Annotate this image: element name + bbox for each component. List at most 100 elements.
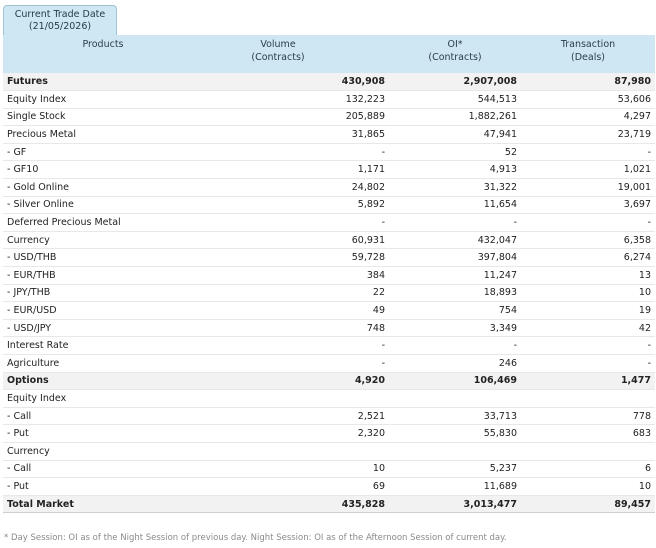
- cell-transaction: 6: [521, 460, 655, 479]
- table-row: Agriculture -246-: [3, 354, 655, 373]
- cell-oi: 2,907,008: [389, 73, 521, 92]
- cell-volume: 748: [203, 319, 389, 338]
- cell-product: - USD/THB: [3, 248, 203, 268]
- cell-oi: 397,804: [389, 248, 521, 268]
- cell-oi: -: [389, 213, 521, 232]
- cell-oi: 52: [389, 143, 521, 162]
- cell-volume: 205,889: [203, 108, 389, 127]
- cell-product: Single Stock: [3, 108, 203, 127]
- header-volume-label: Volume: [260, 39, 296, 50]
- table-row: - GF10 1,171 4,913 1,021: [3, 160, 655, 180]
- cell-transaction: 1,477: [521, 372, 655, 391]
- cell-product: Total Market: [3, 495, 203, 514]
- table-body: Futures 430,908 2,907,008 87,980 Equity Inde…: [3, 73, 655, 514]
- cell-product: Currency: [3, 231, 203, 250]
- cell-volume: 60,931: [203, 231, 389, 250]
- cell-volume: 24,802: [203, 178, 389, 197]
- cell-oi: 1,882,261: [389, 108, 521, 127]
- cell-oi: 47,941: [389, 125, 521, 144]
- cell-transaction: 19: [521, 301, 655, 320]
- cell-volume: 10: [203, 460, 389, 479]
- cell-transaction: 13: [521, 266, 655, 285]
- table-row: Equity Index 132,223 544,513 53,606: [3, 90, 655, 109]
- cell-transaction: 23,719: [521, 125, 655, 144]
- cell-transaction: 683: [521, 424, 655, 443]
- header-oi: OI* (Contracts): [389, 35, 521, 73]
- cell-volume: 2,320: [203, 424, 389, 443]
- cell-oi: 246: [389, 354, 521, 373]
- cell-transaction: 3,697: [521, 196, 655, 215]
- header-products-label: Products: [82, 39, 124, 50]
- cell-oi: 55,830: [389, 424, 521, 443]
- cell-transaction: 10: [521, 477, 655, 496]
- cell-oi: 3,349: [389, 319, 521, 338]
- cell-transaction: 6,274: [521, 248, 655, 268]
- table-row: - USD/JPY 748 3,349 42: [3, 319, 655, 338]
- cell-volume: -: [203, 143, 389, 162]
- cell-transaction: 10: [521, 284, 655, 303]
- table-row: - Call 2,521 33,713 778: [3, 407, 655, 426]
- header-transaction: Transaction (Deals): [521, 35, 655, 73]
- table-row: - USD/THB 59,728 397,804 6,274: [3, 248, 655, 268]
- cell-product: Futures: [3, 73, 203, 92]
- cell-oi: 11,654: [389, 196, 521, 215]
- cell-product: - GF: [3, 143, 203, 162]
- table-row: - EUR/USD 49 754 19: [3, 301, 655, 320]
- cell-product: Interest Rate: [3, 336, 203, 355]
- cell-volume: 5,892: [203, 196, 389, 215]
- cell-oi: 31,322: [389, 178, 521, 197]
- cell-oi: 18,893: [389, 284, 521, 303]
- table-row: - Put 69 11,689 10: [3, 477, 655, 496]
- cell-transaction: -: [521, 354, 655, 373]
- cell-volume: 59,728: [203, 248, 389, 268]
- cell-volume: [203, 389, 389, 408]
- header-oi-unit: (Contracts): [428, 52, 482, 63]
- table-row: Futures 430,908 2,907,008 87,980: [3, 73, 655, 92]
- tab-current-trade-date[interactable]: Current Trade Date (21/05/2026): [3, 5, 117, 35]
- table-row: - Silver Online 5,892 11,654 3,697: [3, 196, 655, 215]
- cell-product: - Put: [3, 477, 203, 496]
- cell-product: - GF10: [3, 160, 203, 180]
- table-row: - EUR/THB 384 11,247 13: [3, 266, 655, 285]
- cell-product: - Call: [3, 460, 203, 479]
- cell-transaction: 19,001: [521, 178, 655, 197]
- cell-transaction: 6,358: [521, 231, 655, 250]
- cell-transaction: 778: [521, 407, 655, 426]
- cell-transaction: -: [521, 213, 655, 232]
- table-row: Interest Rate - - -: [3, 336, 655, 355]
- cell-transaction: 53,606: [521, 90, 655, 109]
- table-header-row: Products Volume (Contracts) OI* (Contrac…: [3, 35, 655, 73]
- cell-volume: 31,865: [203, 125, 389, 144]
- header-oi-label: OI*: [447, 39, 463, 50]
- header-transaction-unit: (Deals): [571, 52, 605, 63]
- cell-volume: 49: [203, 301, 389, 320]
- header-products: Products: [3, 35, 203, 73]
- table-row: - Call 10 5,237 6: [3, 460, 655, 479]
- header-volume: Volume (Contracts): [203, 35, 389, 73]
- cell-transaction: 89,457: [521, 495, 655, 514]
- market-summary-table: Products Volume (Contracts) OI* (Contrac…: [3, 35, 655, 514]
- cell-transaction: [521, 389, 655, 408]
- cell-volume: -: [203, 354, 389, 373]
- cell-transaction: 87,980: [521, 73, 655, 92]
- cell-oi: [389, 389, 521, 408]
- cell-oi: 11,689: [389, 477, 521, 496]
- cell-oi: [389, 442, 521, 461]
- cell-product: - Silver Online: [3, 196, 203, 215]
- table-row: Currency: [3, 442, 655, 461]
- cell-product: Precious Metal: [3, 125, 203, 144]
- cell-transaction: [521, 442, 655, 461]
- cell-product: Agriculture: [3, 354, 203, 373]
- table-row: Currency 60,931 432,047 6,358: [3, 231, 655, 250]
- table-row: - Gold Online 24,802 31,322 19,001: [3, 178, 655, 197]
- cell-volume: 132,223: [203, 90, 389, 109]
- cell-volume: -: [203, 336, 389, 355]
- tab-label: Current Trade Date: [14, 9, 106, 20]
- cell-oi: 3,013,477: [389, 495, 521, 514]
- cell-volume: 2,521: [203, 407, 389, 426]
- cell-product: - EUR/USD: [3, 301, 203, 320]
- header-volume-unit: (Contracts): [251, 52, 305, 63]
- cell-product: Currency: [3, 442, 203, 461]
- cell-transaction: 1,021: [521, 160, 655, 180]
- table-row: Single Stock 205,889 1,882,261 4,297: [3, 108, 655, 127]
